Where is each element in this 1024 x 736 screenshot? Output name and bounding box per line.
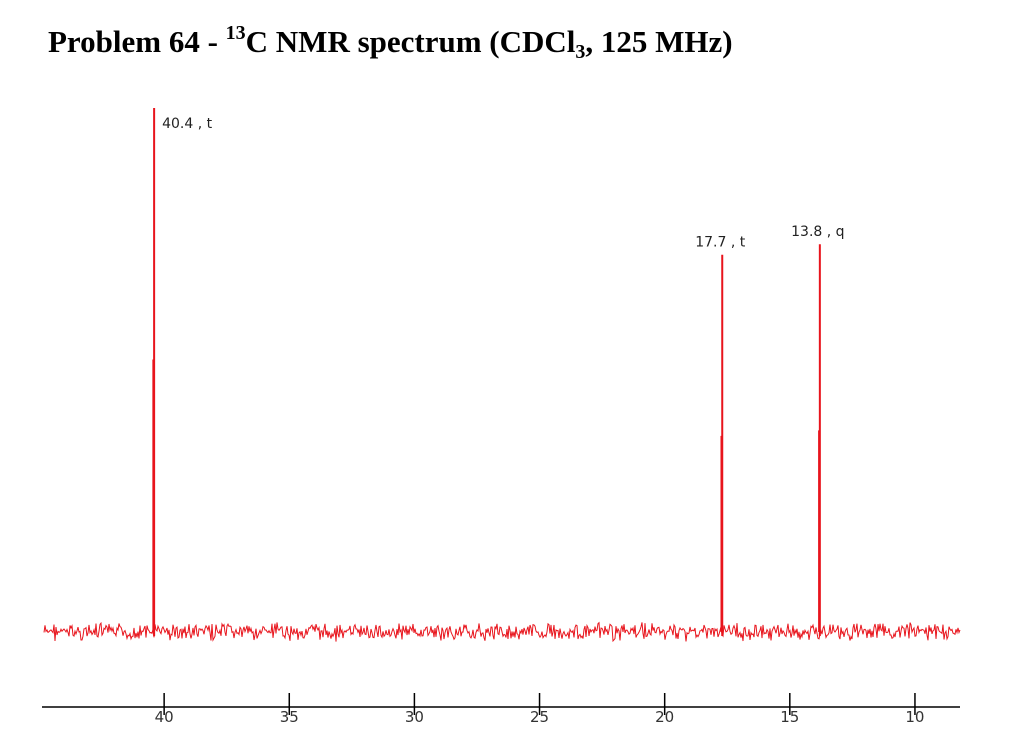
x-tick-label: 15 [780,708,799,726]
x-tick-label: 35 [280,708,299,726]
chart-title: Problem 64 - 13C NMR spectrum (CDCl3, 12… [48,22,733,64]
title-main: C NMR spectrum (CDCl [245,24,576,59]
title-isotope-superscript: 13 [225,22,246,44]
title-subscript: 3 [575,41,586,63]
x-tick-label: 40 [155,708,174,726]
spectrum-baseline-noise [43,621,961,643]
peak-label: 17.7 , t [695,235,746,251]
title-suffix: , 125 MHz) [585,24,733,59]
x-tick-label: 10 [905,708,924,726]
spectrum-peaks: 40.4 , t 17.7 , t 13.8 , q [152,108,845,636]
title-prefix: Problem 64 - [48,24,226,59]
peak-label: 40.4 , t [162,116,213,132]
x-tick-label: 20 [655,708,674,726]
x-tick-label: 25 [530,708,549,726]
x-axis: 40 35 30 25 20 15 10 [42,693,960,726]
x-tick-label: 30 [405,708,424,726]
peak-label: 13.8 , q [791,224,844,240]
